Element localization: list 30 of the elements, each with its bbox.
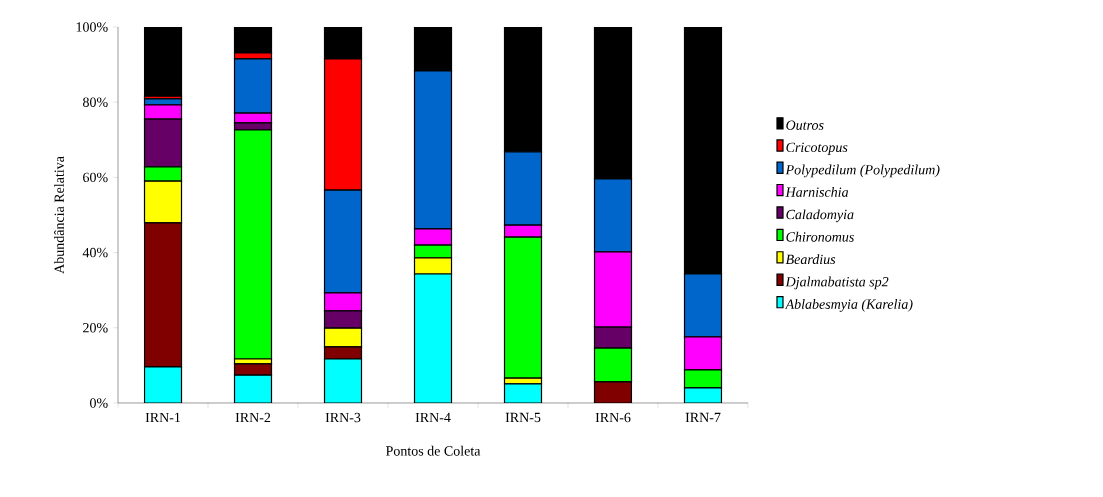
legend-label: Cricotopus: [786, 142, 848, 155]
y-tick-label: 40%: [82, 247, 108, 258]
legend-label: Polypedilum (Polypedilum): [785, 164, 940, 178]
legend-label: Caladomyia: [786, 209, 854, 223]
x-axis-title: Pontos de Coleta: [385, 445, 481, 456]
legend-label: Djalmabatista sp2: [785, 276, 889, 290]
y-tick-label: 100%: [76, 22, 108, 32]
bar: [233, 374, 273, 403]
legend-label: Outros: [786, 120, 824, 130]
y-axis-title: Abundância Relativa: [54, 156, 64, 274]
bar: [503, 383, 543, 403]
y-tick-label: 60%: [83, 172, 108, 183]
bar: [323, 358, 363, 403]
legend-label: Chironomus: [786, 231, 854, 242]
x-tick-label: IRN-7: [685, 412, 721, 423]
y-tick-label: 20%: [83, 323, 108, 333]
x-tick-label: IRN-1: [145, 412, 181, 423]
x-tick-label: IRN-2: [235, 412, 271, 423]
bar: [413, 273, 453, 403]
y-tick-label: 0%: [90, 398, 108, 408]
legend-label: Ablabesmyia (Karelia): [784, 299, 913, 312]
legend-label: Harnischia: [785, 186, 849, 197]
y-tick-label: 80%: [83, 97, 108, 107]
x-tick-label: IRN-5: [505, 412, 541, 423]
legend-label: Beardius: [785, 254, 836, 265]
x-tick-label: IRN-6: [595, 412, 631, 423]
x-tick-label: IRN-3: [325, 412, 361, 423]
x-tick-label: IRN-4: [415, 412, 451, 423]
bar: [143, 222, 183, 368]
bar: [143, 366, 183, 403]
